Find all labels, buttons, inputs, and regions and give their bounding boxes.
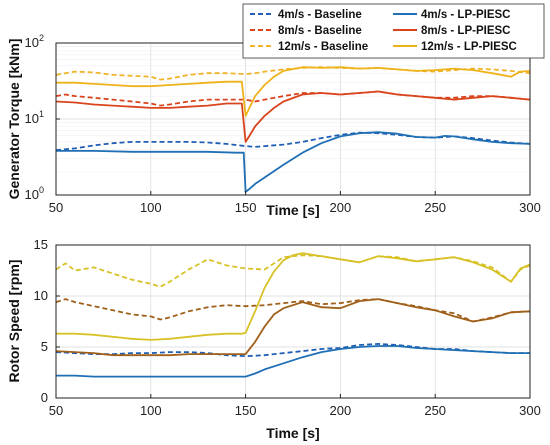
y-tick-label: 100 — [25, 185, 44, 202]
x-tick-label: 300 — [519, 403, 541, 418]
y-tick-label: 5 — [41, 339, 48, 354]
rotor-speed-plot-frame — [55, 244, 531, 399]
y-tick-exponent: 0 — [39, 185, 44, 195]
legend: 4m/s - Baseline 4m/s - LP-PIESC 8m/s - Bas… — [242, 3, 545, 59]
series-line — [55, 298, 531, 357]
series-line — [56, 66, 531, 117]
legend-label: 12m/s - LP-PIESC — [421, 41, 517, 53]
y-tick-label: 0 — [41, 390, 48, 405]
legend-label: 4m/s - Baseline — [278, 9, 362, 21]
y-tick-exponent: 2 — [39, 33, 44, 43]
x-tick-label: 150 — [235, 403, 257, 418]
y-tick-base: 10 — [25, 187, 39, 202]
x-tick-label: 200 — [330, 403, 352, 418]
series-line — [56, 131, 531, 193]
series-line — [55, 66, 531, 81]
legend-label: 4m/s - LP-PIESC — [421, 9, 510, 21]
legend-label: 8m/s - LP-PIESC — [421, 25, 510, 37]
x-tick-label: 200 — [330, 200, 352, 215]
series-line — [55, 254, 531, 288]
x-tick-label: 100 — [140, 200, 162, 215]
y-tick-base: 10 — [25, 35, 39, 50]
series-line — [56, 252, 531, 341]
y-tick-label: 15 — [34, 237, 48, 252]
torque-y-axis-label: Generator Torque [kNm] — [6, 39, 22, 200]
y-tick-label: 10 — [34, 288, 48, 303]
series-line — [55, 90, 531, 143]
x-tick-label: 50 — [49, 200, 63, 215]
y-tick-base: 10 — [25, 111, 39, 126]
rotor-speed-y-axis-label: Rotor Speed [rpm] — [6, 260, 22, 383]
series-line — [55, 342, 530, 358]
x-tick-label: 250 — [424, 403, 446, 418]
rotor-speed-x-axis-label: Time [s] — [266, 425, 319, 441]
series-line — [55, 298, 531, 323]
y-tick-label: 101 — [25, 109, 44, 126]
y-tick-exponent: 1 — [39, 109, 44, 119]
x-tick-label: 100 — [140, 403, 162, 418]
legend-label: 8m/s - Baseline — [278, 25, 362, 37]
torque-x-axis-label: Time [s] — [266, 202, 319, 218]
x-tick-label: 150 — [235, 200, 257, 215]
legend-label: 12m/s - Baseline — [278, 41, 368, 53]
x-tick-label: 50 — [49, 403, 63, 418]
series-line — [56, 345, 530, 378]
y-tick-label: 102 — [25, 33, 44, 50]
rotor-speed-plot: 50 100 150 200 250 300 0 5 10 15 Time [s] Rotor … — [6, 237, 541, 441]
x-tick-label: 250 — [424, 200, 446, 215]
x-tick-label: 300 — [519, 200, 541, 215]
